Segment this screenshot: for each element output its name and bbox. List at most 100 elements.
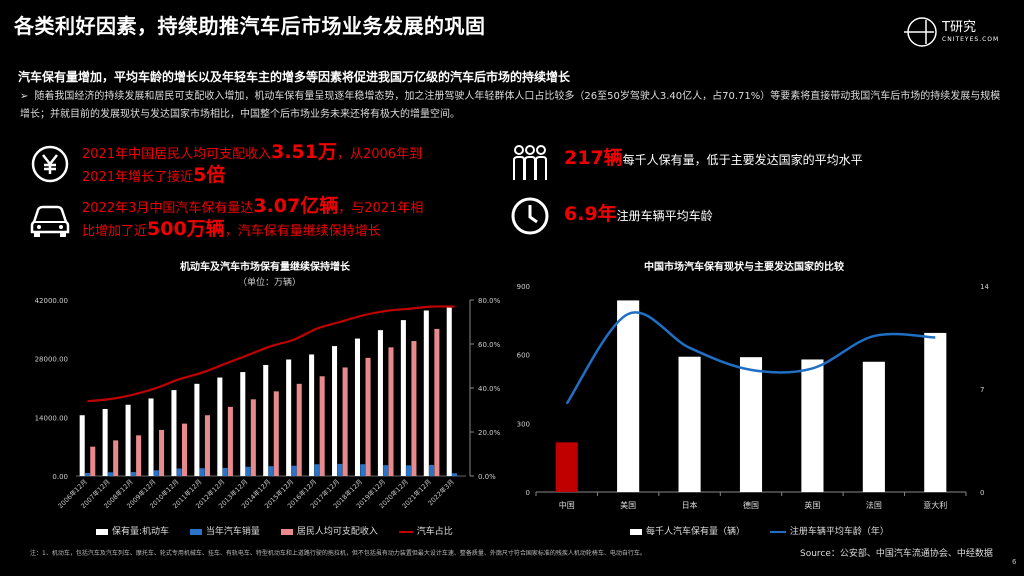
chart1-bar-sales: [406, 465, 412, 476]
legend-swatch-vehicles: [96, 528, 108, 535]
chart1-y-tick-right: 20.0%: [478, 429, 500, 437]
chart2-bar-per-capita: [678, 356, 701, 492]
section-subtitle: 汽车保有量增加，平均车龄的增长以及年轻车主的增多等因素将促进我国万亿级的汽车后市…: [18, 70, 571, 84]
chart1-y-tick-right: 0.0%: [478, 473, 496, 481]
chart1-bar-sales: [314, 464, 320, 476]
chart1-bar-sales: [176, 468, 182, 476]
chart1-bar-vehicles: [240, 372, 246, 476]
chart2-x-tick: 美国: [620, 500, 636, 510]
logo-sub: CNITEYES.COM: [942, 36, 1000, 43]
chart1-legend: 保有量:机动车 当年汽车销量 居民人均可支配收入 汽车占比: [96, 524, 453, 537]
chart2-y-tick-right: 0: [980, 489, 984, 497]
chart1-title: 机动车及汽车市场保有量继续保持增长: [180, 262, 350, 273]
chart1-y-tick-left: 42000.00: [35, 297, 68, 305]
chart1-bar-vehicles: [102, 408, 108, 476]
chart1-bar-income: [159, 429, 165, 476]
chart1-bar-vehicles: [309, 354, 315, 476]
income-stat-pre: 2021年中国居民人均可支配收入: [82, 147, 272, 162]
legend-label-per-capita: 每千人汽车保有量（辆）: [646, 527, 746, 537]
chart1-bar-sales: [429, 464, 435, 476]
per-capita-value: 217辆: [564, 147, 623, 169]
chart2-bar-per-capita: [617, 300, 640, 492]
age-text: 注册车辆平均车龄: [616, 209, 713, 223]
chart1-bar-vehicles: [263, 364, 269, 476]
car-icon: [30, 205, 70, 237]
chart1-bar-vehicles: [354, 338, 361, 476]
legend-label-share: 汽车占比: [416, 527, 453, 537]
chart1-y-tick-right: 80.0%: [478, 297, 500, 305]
chart1-bar-vehicles: [377, 330, 383, 476]
chart1-bar-sales: [452, 473, 458, 476]
chart2-bar-per-capita: [801, 359, 824, 492]
fleet-stat: 2022年3月中国汽车保有量达3.07亿辆，与2021年相 比增加了近500万辆…: [82, 196, 423, 242]
chart1-bar-vehicles: [446, 307, 452, 476]
fleet-stat-post: ，汽车保有量继续保持增长: [224, 224, 381, 239]
age-value: 6.9年: [564, 203, 617, 225]
bullet-paragraph: ➢ 随着我国经济的持续发展和居民可支配收入增加，机动车保有量呈现逐年稳增态势，加之…: [20, 88, 1010, 124]
chart1-bar-vehicles: [423, 310, 429, 476]
chart2-y-tick-left: 0: [526, 489, 530, 497]
source-note: Source：公安部、中国汽车流通协会、中经数据: [800, 549, 993, 559]
chart2-title: 中国市场汽车保有现状与主要发达国家的比较: [644, 262, 844, 273]
legend-label-income: 居民人均可支配收入: [296, 527, 378, 537]
logo-mark-icon: [904, 17, 937, 47]
chart1-bar-sales: [199, 468, 205, 476]
yen-icon: [31, 145, 69, 183]
chart2-x-tick: 法国: [866, 500, 882, 510]
chart2-bar-per-capita: [862, 361, 885, 492]
chart1-bar-sales: [383, 465, 389, 476]
chart1-bar-income: [227, 406, 233, 476]
chart2-y-tick-left: 900: [517, 283, 530, 291]
chart2-x-tick: 日本: [682, 500, 698, 510]
chart1-unit: （单位：万辆）: [238, 278, 302, 288]
legend-label-vehicles: 保有量:机动车: [112, 527, 170, 537]
chart1-bar-income: [250, 399, 256, 476]
chart1-bar-income: [342, 367, 348, 476]
legend-label-sales: 当年汽车销量: [205, 527, 260, 537]
legend-item-share: 汽车占比: [398, 527, 453, 537]
chart1-bar-vehicles: [217, 377, 223, 476]
logo: T研究 CNITEYES.COM: [904, 14, 1014, 50]
legend-swatch-sales: [189, 528, 202, 535]
legend-item-income: 居民人均可支配收入: [280, 527, 378, 537]
income-stat: 2021年中国居民人均可支配收入3.51万，从2006年到 2021年增长了接近…: [82, 142, 422, 188]
chart1-bar-sales: [291, 465, 297, 476]
chart2-y-tick-left: 600: [517, 352, 530, 360]
chart1-bar-income: [388, 347, 394, 476]
chart1-bar-income: [90, 446, 96, 476]
chart1-bar-sales: [360, 464, 366, 476]
legend-item-sales: 当年汽车销量: [189, 527, 260, 537]
per-capita-text: 每千人保有量，低于主要发达国家的平均水平: [622, 153, 863, 167]
legend-item-per-capita: 每千人汽车保有量（辆）: [630, 527, 745, 537]
chart1-bar-sales: [153, 470, 159, 476]
page-number: 6: [1012, 558, 1017, 566]
chart1-bar-vehicles: [125, 404, 131, 476]
chart2-bar-per-capita: [924, 332, 947, 492]
chart1-y-tick-left: 0.00: [52, 473, 68, 481]
legend-label-age: 注册车辆平均车龄（年）: [789, 527, 889, 537]
chart1-bar-income: [319, 376, 325, 476]
chart1-bar-sales: [84, 472, 90, 476]
chart1-bar-vehicles: [400, 320, 406, 476]
fleet-stat-line2: 比增加了近: [82, 224, 148, 239]
chart1-y-tick-right: 40.0%: [478, 385, 500, 393]
chart1-bar-income: [273, 391, 279, 476]
income-stat-value2: 5倍: [193, 164, 226, 186]
legend-swatch-income: [280, 528, 293, 535]
fleet-stat-value2: 500万辆: [147, 218, 225, 240]
chart2-bar-per-capita: [739, 357, 763, 492]
chart1-y-tick-left: 28000.00: [35, 356, 68, 364]
legend-swatch-age: [769, 530, 786, 533]
chart1-y-tick-right: 60.0%: [478, 341, 500, 349]
chart1-bar-vehicles: [194, 383, 200, 476]
chart2-x-tick: 德国: [743, 500, 759, 510]
chart1-bar-vehicles: [148, 398, 154, 476]
chart2-legend: 每千人汽车保有量（辆） 注册车辆平均车龄（年）: [630, 524, 889, 537]
chart1-bar-vehicles: [286, 359, 292, 476]
chart1-bar-income: [365, 357, 371, 476]
chart2-x-tick: 中国: [559, 500, 575, 510]
legend-swatch-per-capita: [630, 528, 642, 535]
chart2-x-tick: 意大利: [923, 500, 947, 510]
chart1-bar-income: [113, 440, 119, 476]
chart1-y-tick-left: 14000.00: [35, 414, 68, 422]
